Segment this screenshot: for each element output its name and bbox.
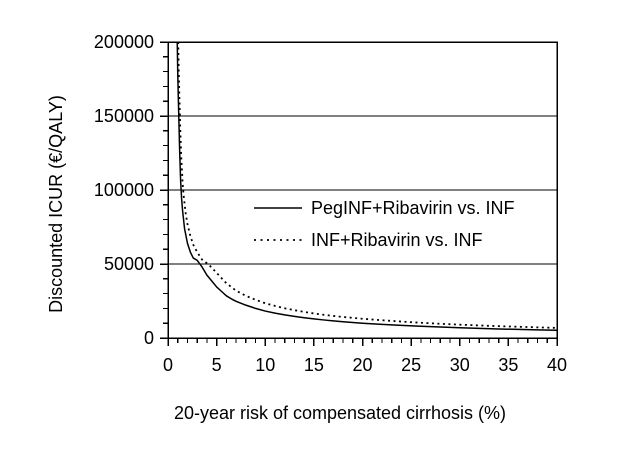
solid-line-sample-icon (254, 207, 302, 209)
y-tick-label: 200000 (94, 32, 154, 52)
x-tick-label: 25 (401, 355, 421, 375)
legend-item-inf: INF+Ribavirin vs. INF (254, 224, 515, 256)
legend-label-peginf: PegINF+Ribavirin vs. INF (311, 197, 515, 218)
x-tick-label: 40 (547, 355, 567, 375)
x-tick-label: 0 (163, 355, 173, 375)
y-tick-label: 100000 (94, 180, 154, 200)
x-tick-label: 35 (498, 355, 518, 375)
x-tick-label: 5 (212, 355, 222, 375)
y-axis-title: Discounted ICUR (€/QALY) (46, 95, 66, 313)
y-tick-label: 150000 (94, 106, 154, 126)
series-curve-0 (176, 42, 557, 332)
x-tick-label: 15 (304, 355, 324, 375)
legend-item-peginf: PegINF+Ribavirin vs. INF (254, 192, 515, 224)
x-tick-label: 30 (450, 355, 470, 375)
x-axis-title: 20-year risk of compensated cirrhosis (%… (173, 403, 507, 423)
y-tick-label: 50000 (104, 254, 154, 274)
x-tick-label: 10 (255, 355, 275, 375)
y-tick-label: 0 (144, 328, 154, 348)
series-curve-1 (177, 42, 557, 329)
dotted-line-sample-icon (254, 239, 302, 241)
legend: PegINF+Ribavirin vs. INF INF+Ribavirin v… (254, 192, 515, 256)
x-tick-label: 20 (352, 355, 372, 375)
legend-label-inf: INF+Ribavirin vs. INF (311, 229, 483, 250)
